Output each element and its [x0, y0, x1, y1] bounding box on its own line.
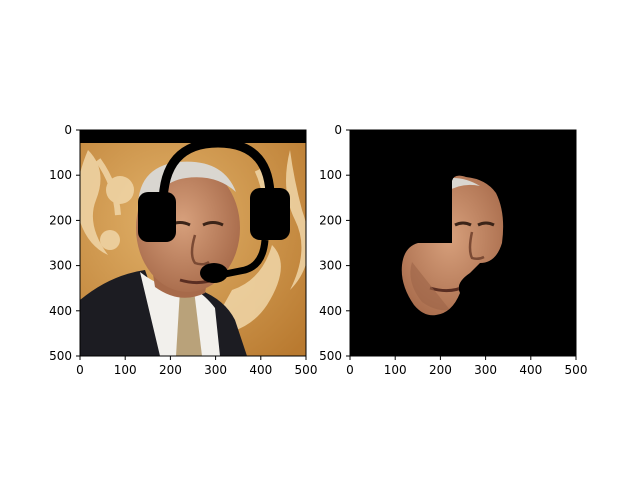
y-tick-label: 100 — [319, 168, 342, 182]
x-tick-label: 400 — [249, 363, 272, 377]
x-tick-label: 300 — [474, 363, 497, 377]
y-tick-label: 300 — [49, 259, 72, 273]
tie — [176, 290, 202, 356]
left-panel: 0 100 200 300 400 500 0 100 200 300 400 500 — [49, 123, 317, 377]
right-image — [350, 130, 576, 356]
y-tick-label: 400 — [49, 304, 72, 318]
y-tick-label: 0 — [334, 123, 342, 137]
right-ticks: 0 100 200 300 400 500 0 100 200 300 400 500 — [319, 123, 587, 377]
y-tick-label: 100 — [49, 168, 72, 182]
y-tick-label: 200 — [49, 213, 72, 227]
left-ticks: 0 100 200 300 400 500 0 100 200 300 400 500 — [49, 123, 317, 377]
y-tick-label: 500 — [319, 349, 342, 363]
x-tick-label: 500 — [565, 363, 588, 377]
x-tick-label: 0 — [346, 363, 354, 377]
left-image — [80, 130, 306, 356]
y-tick-label: 0 — [64, 123, 72, 137]
x-tick-label: 500 — [295, 363, 318, 377]
x-tick-label: 200 — [429, 363, 452, 377]
x-tick-label: 300 — [204, 363, 227, 377]
x-tick-label: 200 — [159, 363, 182, 377]
top-black-band — [80, 130, 306, 143]
x-tick-label: 100 — [384, 363, 407, 377]
y-tick-label: 500 — [49, 349, 72, 363]
x-tick-label: 400 — [519, 363, 542, 377]
x-tick-label: 100 — [114, 363, 137, 377]
right-axes-frame — [349, 129, 577, 357]
y-tick-label: 200 — [319, 213, 342, 227]
left-axes-frame — [79, 129, 307, 357]
x-tick-label: 0 — [76, 363, 84, 377]
y-tick-label: 400 — [319, 304, 342, 318]
y-tick-label: 300 — [319, 259, 342, 273]
right-panel: 0 100 200 300 400 500 0 100 200 300 400 500 — [319, 123, 587, 377]
